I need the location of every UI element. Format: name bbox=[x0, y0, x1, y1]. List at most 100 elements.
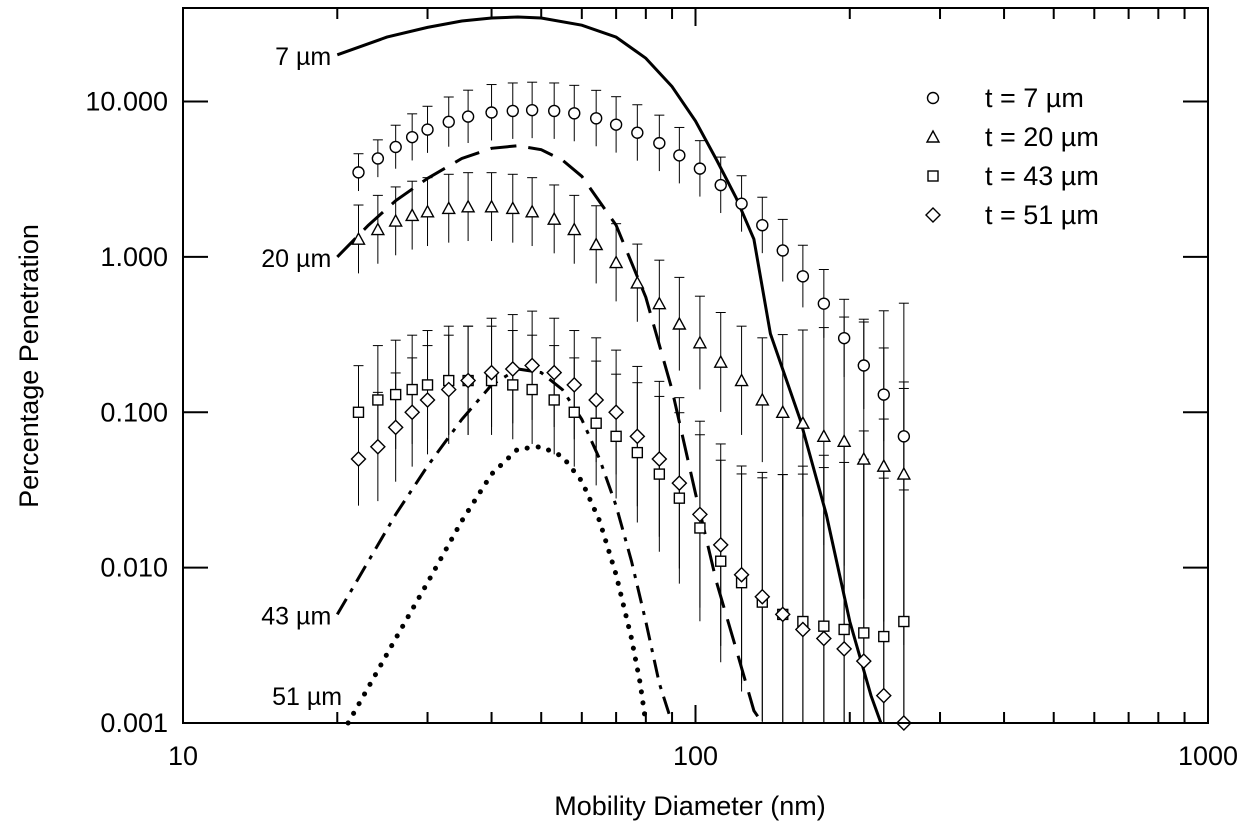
data-point-circle bbox=[525, 103, 539, 117]
data-point-triangle bbox=[795, 415, 811, 429]
data-point-diamond bbox=[691, 506, 708, 523]
data-point-triangle bbox=[856, 451, 871, 465]
data-point-square bbox=[590, 417, 602, 429]
data-point-circle bbox=[877, 388, 890, 401]
data-point-diamond bbox=[524, 357, 541, 374]
y-tick-label: 1.000 bbox=[100, 242, 168, 272]
data-point-circle bbox=[735, 197, 748, 210]
data-point-circle bbox=[371, 152, 385, 165]
data-point-triangle bbox=[547, 211, 562, 225]
legend: t = 7 µm t = 20 µm t = 43 µm t = 51 µm bbox=[925, 83, 1099, 230]
data-point-diamond bbox=[369, 438, 386, 455]
data-point-circle bbox=[714, 178, 727, 192]
data-point-triangle bbox=[505, 201, 520, 215]
data-point-triangle bbox=[836, 433, 852, 448]
y-tick-label: 0.100 bbox=[100, 397, 168, 427]
data-point-square bbox=[372, 394, 384, 406]
data-point-circle bbox=[693, 162, 707, 175]
data-point-circle bbox=[389, 140, 402, 154]
data-point-diamond bbox=[754, 588, 771, 605]
data-point-circle bbox=[352, 166, 365, 179]
data-point-triangle bbox=[925, 129, 941, 143]
data-point-diamond bbox=[794, 621, 811, 638]
data-point-square bbox=[715, 555, 727, 567]
data-point-diamond bbox=[629, 428, 646, 445]
data-point-triangle bbox=[672, 316, 687, 330]
data-point-diamond bbox=[815, 630, 832, 647]
data-point-triangle bbox=[630, 275, 645, 289]
x-tick-label: 1000 bbox=[1178, 741, 1238, 771]
legend-label: t = 51 µm bbox=[985, 200, 1099, 230]
data-point-circle bbox=[653, 136, 666, 150]
data-point-diamond bbox=[504, 360, 521, 377]
data-point-square bbox=[352, 406, 365, 418]
model-curve bbox=[345, 444, 649, 726]
data-point-diamond bbox=[712, 536, 729, 553]
data-point-diamond bbox=[671, 475, 688, 492]
label-layer: 0.001 0.010 0.100 1.000 10.000 10 100 1000 7 µm 2… bbox=[85, 43, 1238, 771]
x-tick-label: 100 bbox=[673, 741, 718, 771]
data-point-diamond bbox=[440, 381, 457, 398]
data-point-diamond bbox=[460, 372, 477, 389]
model-curve bbox=[336, 15, 883, 724]
data-point-square bbox=[898, 615, 910, 628]
data-point-triangle bbox=[441, 201, 456, 215]
y-tick-label: 10.000 bbox=[85, 87, 168, 117]
data-point-layer bbox=[350, 103, 912, 731]
data-point-triangle bbox=[404, 207, 420, 222]
x-axis-label: Mobility Diameter (nm) bbox=[554, 791, 826, 821]
data-point-circle bbox=[837, 331, 851, 345]
data-point-triangle bbox=[567, 222, 582, 236]
y-tick-label: 0.010 bbox=[100, 553, 168, 583]
data-point-triangle bbox=[588, 237, 604, 251]
data-point-square bbox=[526, 383, 538, 396]
data-point-diamond bbox=[387, 419, 404, 436]
data-point-triangle bbox=[775, 404, 790, 418]
data-point-diamond bbox=[875, 687, 892, 704]
data-point-circle bbox=[817, 297, 831, 310]
data-point-triangle bbox=[370, 222, 386, 236]
data-point-triangle bbox=[524, 204, 540, 218]
data-point-diamond bbox=[566, 376, 583, 393]
x-tick-label: 10 bbox=[168, 741, 198, 771]
data-point-circle bbox=[631, 126, 644, 139]
data-point-triangle bbox=[816, 428, 832, 443]
data-point-square bbox=[694, 522, 706, 534]
data-point-circle bbox=[589, 112, 603, 125]
curve-label: 7 µm bbox=[275, 43, 331, 71]
data-point-square bbox=[653, 468, 666, 480]
data-point-diamond bbox=[855, 653, 872, 670]
data-point-circle bbox=[673, 149, 686, 162]
legend-label: t = 7 µm bbox=[985, 83, 1084, 113]
data-point-square bbox=[421, 379, 434, 391]
data-point-diamond bbox=[588, 391, 605, 408]
data-point-diamond bbox=[404, 404, 421, 421]
data-point-square bbox=[927, 170, 939, 182]
data-point-square bbox=[610, 430, 622, 443]
data-point-circle bbox=[568, 107, 581, 120]
curve-label: 51 µm bbox=[272, 683, 342, 711]
data-point-triangle bbox=[484, 199, 499, 213]
y-axis-label: Percentage Penetration bbox=[14, 224, 44, 508]
data-point-circle bbox=[857, 359, 870, 372]
data-point-circle bbox=[461, 110, 475, 123]
data-point-triangle bbox=[420, 204, 435, 218]
data-point-triangle bbox=[896, 466, 912, 480]
data-point-triangle bbox=[734, 373, 749, 387]
data-point-circle bbox=[926, 91, 940, 105]
data-point-diamond bbox=[925, 207, 941, 223]
legend-label: t = 43 µm bbox=[985, 161, 1099, 191]
data-point-triangle bbox=[692, 335, 708, 349]
data-point-square bbox=[631, 446, 644, 459]
data-point-square bbox=[406, 383, 418, 396]
data-point-triangle bbox=[608, 255, 624, 269]
data-point-circle bbox=[756, 218, 769, 232]
data-point-square bbox=[838, 623, 850, 636]
data-point-diamond bbox=[774, 606, 791, 623]
y-tick-label: 0.001 bbox=[100, 708, 168, 738]
data-point-diamond bbox=[483, 364, 500, 381]
model-curve-layer bbox=[336, 15, 883, 726]
data-point-triangle bbox=[755, 392, 770, 406]
data-point-diamond bbox=[733, 566, 750, 583]
